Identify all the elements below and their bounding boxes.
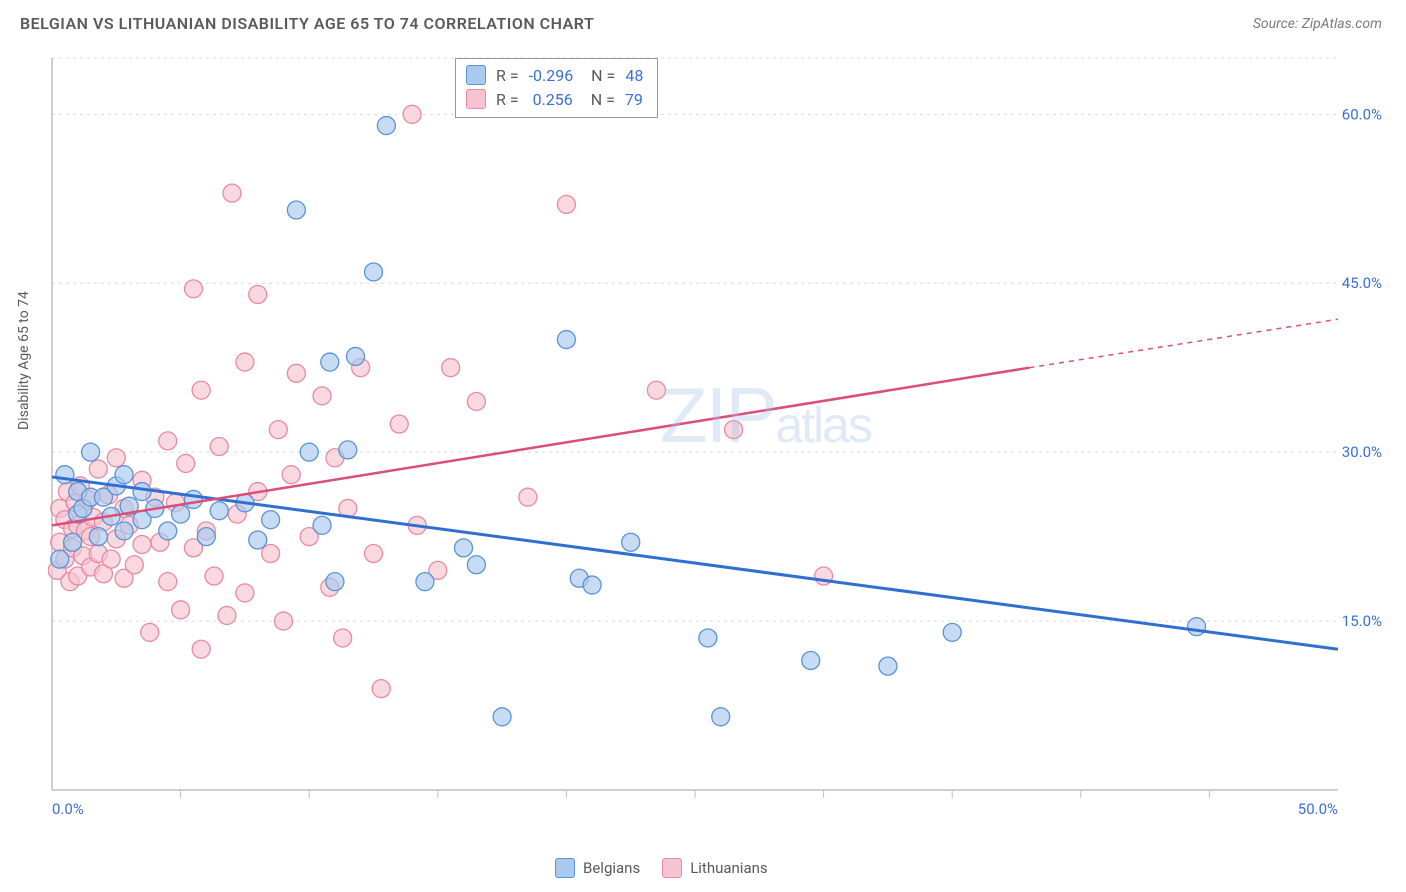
stats-legend: R = -0.296 N = 48 R = 0.256 N = 79 [455, 58, 658, 118]
n-value-belgians: 48 [625, 66, 643, 85]
y-axis-label: Disability Age 65 to 74 [16, 291, 32, 430]
scatter-chart: 15.0% 30.0% 45.0% 60.0% 0.0% 50.0% [48, 50, 1388, 820]
svg-text:15.0%: 15.0% [1342, 612, 1382, 630]
svg-text:30.0%: 30.0% [1342, 443, 1382, 461]
swatch-belgians [466, 65, 486, 85]
legend-label-belgians: Belgians [583, 859, 640, 877]
r-value-lithuanians: 0.256 [529, 90, 573, 109]
svg-text:45.0%: 45.0% [1342, 274, 1382, 292]
legend-item-lithuanians: Lithuanians [662, 858, 767, 878]
r-value-belgians: -0.296 [529, 66, 574, 85]
svg-text:50.0%: 50.0% [1298, 800, 1338, 818]
swatch-lithuanians [466, 89, 486, 109]
legend-item-belgians: Belgians [555, 858, 640, 878]
svg-text:0.0%: 0.0% [52, 800, 84, 818]
n-value-lithuanians: 79 [625, 90, 643, 109]
svg-text:60.0%: 60.0% [1342, 105, 1382, 123]
chart-title: BELGIAN VS LITHUANIAN DISABILITY AGE 65 … [20, 14, 594, 33]
stats-row-belgians: R = -0.296 N = 48 [466, 63, 643, 87]
stats-row-lithuanians: R = 0.256 N = 79 [466, 87, 643, 111]
swatch-lithuanians-icon [662, 858, 682, 878]
legend-label-lithuanians: Lithuanians [690, 859, 767, 877]
chart-area: 15.0% 30.0% 45.0% 60.0% 0.0% 50.0% [48, 50, 1388, 820]
source-label: Source: ZipAtlas.com [1253, 16, 1382, 32]
series-legend: Belgians Lithuanians [555, 858, 768, 878]
swatch-belgians-icon [555, 858, 575, 878]
